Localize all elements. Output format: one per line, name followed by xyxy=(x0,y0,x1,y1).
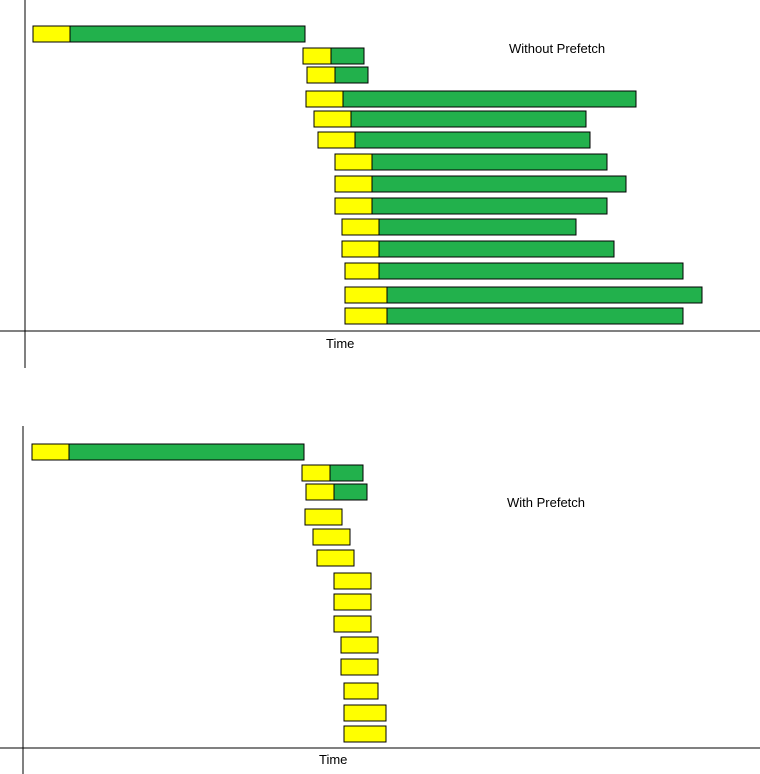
x-axis-label-bottom: Time xyxy=(319,752,347,767)
wait-segment-bottom-3 xyxy=(305,483,335,501)
wait-segment-bottom-7 xyxy=(333,572,372,590)
transfer-segment-top-4 xyxy=(342,90,637,108)
wait-segment-bottom-13 xyxy=(343,704,387,722)
x-axis-label-top: Time xyxy=(326,336,354,351)
transfer-segment-bottom-1 xyxy=(68,443,305,461)
transfer-segment-top-6 xyxy=(354,131,591,149)
bars-top xyxy=(32,25,703,325)
wait-segment-top-9 xyxy=(334,197,373,215)
wait-segment-top-7 xyxy=(334,153,373,171)
wait-segment-bottom-9 xyxy=(333,615,372,633)
wait-segment-top-4 xyxy=(305,90,344,108)
transfer-segment-top-3 xyxy=(334,66,369,84)
wait-segment-bottom-12 xyxy=(343,682,379,700)
transfer-segment-top-12 xyxy=(378,262,684,280)
wait-segment-bottom-5 xyxy=(312,528,351,546)
wait-segment-bottom-10 xyxy=(340,636,379,654)
wait-segment-top-2 xyxy=(302,47,332,65)
wait-segment-top-11 xyxy=(341,240,380,258)
wait-segment-top-3 xyxy=(306,66,336,84)
wait-segment-bottom-11 xyxy=(340,658,379,676)
wait-segment-bottom-6 xyxy=(316,549,355,567)
transfer-segment-top-11 xyxy=(378,240,615,258)
wait-segment-bottom-2 xyxy=(301,464,331,482)
panel-with-prefetch: With Prefetch Time xyxy=(0,426,760,774)
transfer-segment-top-5 xyxy=(350,110,587,128)
panel-title-top: Without Prefetch xyxy=(509,41,605,56)
wait-segment-top-13 xyxy=(344,286,388,304)
wait-segment-top-10 xyxy=(341,218,380,236)
transfer-segment-top-8 xyxy=(371,175,627,193)
transfer-segment-top-1 xyxy=(69,25,306,43)
wait-segment-top-12 xyxy=(344,262,380,280)
panel-without-prefetch: Without Prefetch Time xyxy=(0,0,760,368)
transfer-segment-top-14 xyxy=(386,307,684,325)
transfer-segment-bottom-2 xyxy=(329,464,364,482)
wait-segment-bottom-8 xyxy=(333,593,372,611)
wait-segment-bottom-14 xyxy=(343,725,387,743)
transfer-segment-top-7 xyxy=(371,153,608,171)
transfer-segment-bottom-3 xyxy=(333,483,368,501)
transfer-segment-top-9 xyxy=(371,197,608,215)
wait-segment-bottom-4 xyxy=(304,508,343,526)
wait-segment-bottom-1 xyxy=(31,443,70,461)
wait-segment-top-14 xyxy=(344,307,388,325)
wait-segment-top-8 xyxy=(334,175,373,193)
wait-segment-top-5 xyxy=(313,110,352,128)
wait-segment-top-1 xyxy=(32,25,71,43)
transfer-segment-top-2 xyxy=(330,47,365,65)
transfer-segment-top-10 xyxy=(378,218,577,236)
wait-segment-top-6 xyxy=(317,131,356,149)
panel-title-bottom: With Prefetch xyxy=(507,495,585,510)
transfer-segment-top-13 xyxy=(386,286,703,304)
bars-bottom xyxy=(31,443,387,743)
